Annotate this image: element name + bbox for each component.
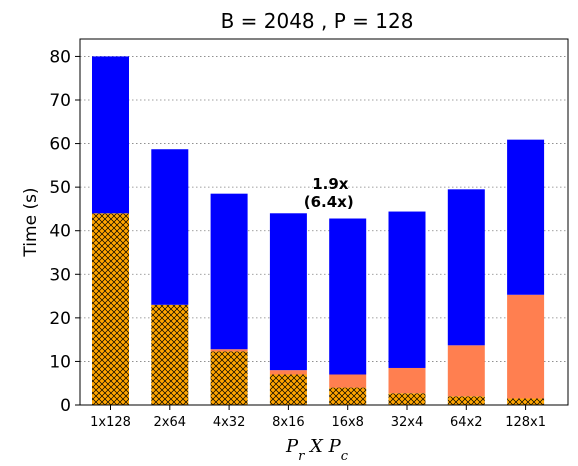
x-tick-label: 8x16 [272, 415, 305, 430]
bar-segment-2 [210, 349, 248, 352]
y-tick-label: 0 [60, 396, 71, 416]
bar-segment-2 [388, 367, 426, 394]
bar-segment-1 [151, 304, 189, 405]
speedup-annotation-line2: (6.4x) [304, 193, 354, 211]
y-tick-label: 20 [49, 309, 71, 329]
x-axis-ticks: 1x128 2x64 4x32 8x16 16x8 32x4 64x2 128x1 [90, 405, 546, 430]
speedup-annotation-line1: 1.9x [312, 175, 349, 193]
y-tick-label: 70 [49, 91, 71, 111]
bar-segment-3 [92, 56, 129, 214]
x-tick-label: 128x1 [505, 415, 546, 430]
bar-segment-1 [329, 387, 367, 405]
bar-segment-1 [210, 351, 248, 405]
y-axis-ticks: 0 10 20 30 40 50 60 70 80 [49, 47, 80, 416]
bar-segment-3 [388, 211, 426, 368]
x-tick-label: 32x4 [391, 415, 424, 430]
y-tick-label: 80 [49, 47, 71, 67]
y-axis-label: Time (s) [21, 187, 41, 257]
y-tick-label: 10 [49, 352, 71, 372]
x-axis-label: Pr X Pc [285, 436, 349, 464]
y-tick-label: 30 [49, 265, 71, 285]
chart-title: B = 2048 , P = 128 [221, 9, 414, 33]
x-tick-label: 16x8 [331, 415, 364, 430]
bar-segment-3 [269, 213, 307, 371]
bar-segment-2 [447, 345, 485, 397]
y-tick-label: 60 [49, 135, 71, 155]
bar-segment-1 [388, 393, 426, 405]
x-tick-label: 4x32 [213, 415, 246, 430]
plot-frame [79, 38, 569, 406]
bar-segment-2 [507, 294, 545, 399]
bar-segment-1 [447, 396, 485, 405]
bars [92, 56, 545, 405]
bar-segment-3 [507, 139, 545, 295]
bar-segment-1 [507, 398, 545, 405]
y-tick-label: 40 [49, 222, 71, 242]
y-tick-label: 50 [49, 178, 71, 198]
bar-segment-1 [92, 213, 129, 405]
x-tick-label: 2x64 [154, 415, 187, 430]
bar-segment-1 [269, 374, 307, 405]
bar-segment-3 [329, 218, 367, 375]
x-tick-label: 64x2 [450, 415, 483, 430]
bar-segment-2 [269, 370, 307, 375]
bar-segment-3 [447, 189, 485, 346]
speedup-annotation: 1.9x (6.4x) [304, 175, 354, 211]
x-tick-label: 1x128 [90, 415, 131, 430]
bar-segment-3 [210, 193, 248, 350]
bar-segment-3 [151, 149, 189, 305]
bar-segment-2 [329, 374, 367, 388]
